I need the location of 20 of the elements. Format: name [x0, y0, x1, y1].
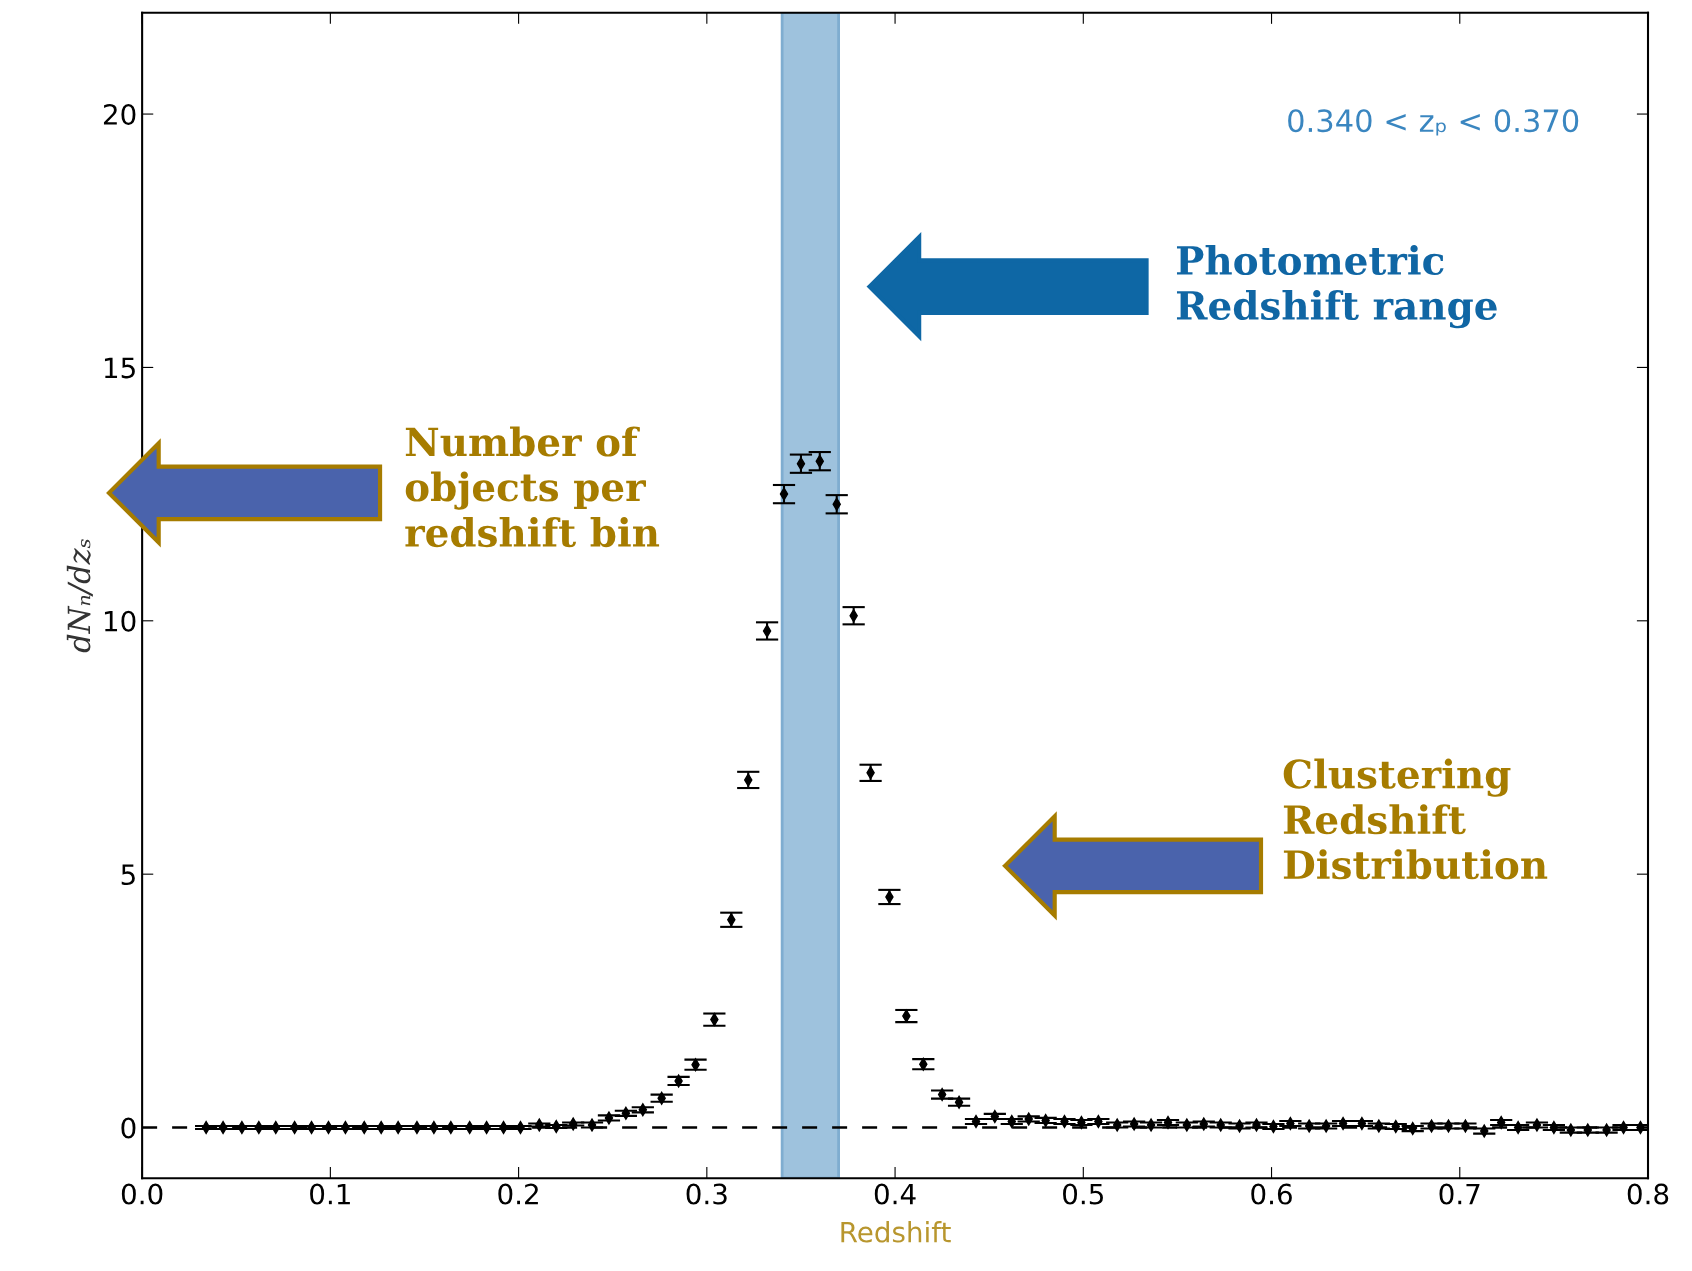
y-tick-label: 0 [121, 1117, 136, 1139]
x-tick-label: 0.4 [874, 1183, 916, 1205]
annotation: Number of objects per redshift bin [405, 426, 660, 548]
x-axis-title: Redshift [841, 1221, 951, 1243]
y-tick-label: 10 [104, 610, 136, 632]
annotation: 0.340 < zₚ < 0.370 [1288, 109, 1579, 136]
y-tick-label: 20 [103, 104, 136, 126]
y-axis-title: dNₙ/dzₛ [66, 539, 93, 653]
x-tick-label: 0.1 [310, 1183, 350, 1205]
x-tick-label: 0.2 [498, 1183, 538, 1205]
x-tick-label: 0.7 [1439, 1183, 1480, 1205]
x-tick-label: 0.0 [121, 1183, 163, 1205]
x-tick-label: 0.5 [1063, 1183, 1103, 1205]
annotation: Clustering Redshift Distribution [1283, 758, 1548, 880]
x-tick-label: 0.8 [1627, 1183, 1669, 1205]
annotation: Photometric Redshift range [1176, 245, 1497, 329]
x-tick-label: 0.3 [686, 1183, 727, 1205]
y-tick-label: 15 [104, 357, 135, 379]
y-tick-label: 5 [121, 864, 135, 886]
x-tick-label: 0.6 [1251, 1183, 1292, 1205]
